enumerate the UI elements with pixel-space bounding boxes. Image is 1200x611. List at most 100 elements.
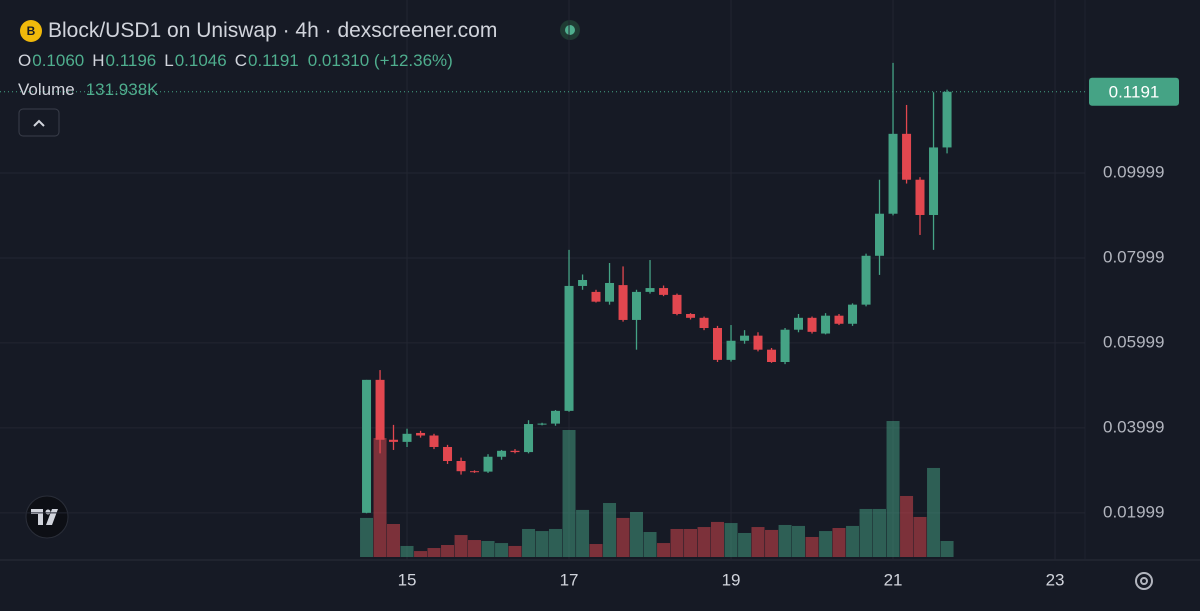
candle-body xyxy=(362,379,372,513)
price-tag-label: 0.1191 xyxy=(1109,82,1160,101)
volume-bar xyxy=(900,495,914,557)
candle-body xyxy=(524,424,534,453)
volume-bar xyxy=(873,508,887,557)
ohlc-key: L xyxy=(164,50,174,70)
volume-bar xyxy=(400,545,414,557)
candle-body xyxy=(591,291,601,302)
candle-body xyxy=(564,285,574,411)
volume-bar xyxy=(819,531,833,557)
volume-bar xyxy=(373,437,387,557)
price-change: 0.01310 (+12.36%) xyxy=(307,50,453,70)
volume-bar xyxy=(859,508,873,557)
candle-body xyxy=(375,379,385,440)
chart-title: Block/USD1 on Uniswap · 4h · dexscreener… xyxy=(48,19,498,42)
ohlc-value: 0.1191 xyxy=(248,50,299,70)
volume-bar xyxy=(522,528,536,557)
candle-body xyxy=(780,329,790,363)
candle-body xyxy=(551,410,561,424)
volume-bar xyxy=(832,528,846,557)
candle-body xyxy=(470,471,480,473)
volume-bar xyxy=(913,516,927,557)
candle-body xyxy=(861,255,871,305)
volume-bar xyxy=(630,511,644,557)
candles xyxy=(362,62,952,514)
ohlc-key: C xyxy=(234,50,247,70)
candle-body xyxy=(456,461,466,472)
candle-body xyxy=(753,335,763,350)
candle-body xyxy=(402,433,412,442)
grid xyxy=(0,0,1085,560)
volume-bar xyxy=(481,540,495,557)
candle-body xyxy=(834,315,844,324)
volume-bar xyxy=(589,544,603,557)
candle-body xyxy=(821,315,831,334)
candle-body xyxy=(537,423,547,425)
x-tick-label: 23 xyxy=(1046,570,1065,589)
token-icon-letter: B xyxy=(27,24,36,38)
volume-bar xyxy=(616,517,630,557)
collapse-button[interactable] xyxy=(18,108,60,137)
candle-body xyxy=(429,435,439,447)
volume-bar xyxy=(386,524,400,557)
title-row: Block/USD1 on Uniswap · 4h · dexscreener… xyxy=(18,16,497,46)
volume-bar xyxy=(765,529,779,557)
volume-bar xyxy=(751,527,765,557)
x-tick-label: 17 xyxy=(560,570,579,589)
y-tick-label: 0.05999 xyxy=(1103,332,1164,351)
candle-body xyxy=(902,133,912,180)
candle-body xyxy=(510,450,520,453)
volume-bar xyxy=(643,532,657,557)
volume-bar xyxy=(576,509,590,557)
candle-body xyxy=(726,340,736,360)
candle-body xyxy=(888,133,898,214)
volume-bar xyxy=(454,535,468,557)
volume-bar xyxy=(441,544,455,557)
header: Block/USD1 on Uniswap · 4h · dexscreener… xyxy=(18,16,497,104)
ohlc-value: 0.1196 xyxy=(105,50,157,70)
candle-body xyxy=(645,288,655,292)
volume-bar xyxy=(360,517,374,557)
y-tick-label: 0.09999 xyxy=(1103,162,1164,181)
candle-body xyxy=(659,288,669,295)
volume-row: Volume 131.938K xyxy=(18,75,497,104)
candle-body xyxy=(483,456,493,472)
x-tick-label: 21 xyxy=(884,570,903,589)
candle-body xyxy=(767,349,777,363)
y-tick-label: 0.03999 xyxy=(1103,417,1164,436)
candle-body xyxy=(848,304,858,324)
candle-body xyxy=(672,294,682,314)
candle-body xyxy=(416,432,426,436)
volume-bar xyxy=(778,524,792,557)
volume-bar xyxy=(468,540,482,557)
candle-body xyxy=(497,450,507,457)
candle-body xyxy=(632,291,642,320)
settings-icon[interactable] xyxy=(1135,572,1153,590)
candle-body xyxy=(875,213,885,256)
volume-bar xyxy=(670,528,684,557)
x-tick-label: 19 xyxy=(722,570,741,589)
ohlc-row: O 0.1060 H 0.1196 L 0.1046 C 0.1191 0.01310 (+12… xyxy=(18,46,497,75)
token-icon xyxy=(20,20,42,42)
volume-bar xyxy=(792,525,806,557)
volume-bar xyxy=(940,540,954,557)
ohlc-value: 0.1046 xyxy=(174,50,227,70)
volume-bar xyxy=(738,532,752,557)
volume-bar xyxy=(603,503,617,557)
volume-bar xyxy=(508,545,522,557)
status-dot xyxy=(565,25,575,35)
candle-body xyxy=(443,446,453,462)
candle-body xyxy=(699,317,709,329)
x-tick-label: 15 xyxy=(398,570,417,589)
volume-bar xyxy=(927,467,941,557)
volume-bar xyxy=(562,429,576,557)
volume-bar xyxy=(495,543,509,557)
volume-bar xyxy=(414,551,428,557)
volume-bar xyxy=(427,548,441,557)
volume-value: 131.938K xyxy=(85,79,159,99)
volume-bar xyxy=(724,523,738,557)
volume-bars xyxy=(360,421,954,557)
price-tag xyxy=(1089,77,1179,106)
